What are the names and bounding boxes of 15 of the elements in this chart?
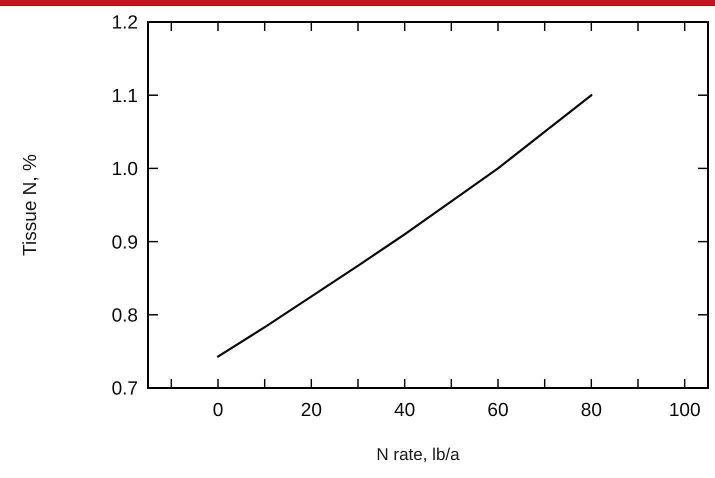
x-axis-title: N rate, lb/a bbox=[376, 445, 460, 464]
y-tick-label: 1.2 bbox=[112, 12, 138, 34]
x-tick-label: 40 bbox=[394, 400, 416, 421]
x-tick-label: 100 bbox=[668, 400, 701, 421]
y-tick-label: 0.8 bbox=[112, 305, 138, 326]
y-tick-label: 0.7 bbox=[112, 378, 138, 400]
y-axis-title: Tissue N, % bbox=[20, 154, 41, 256]
y-tick-label: 1.1 bbox=[112, 86, 138, 107]
x-tick-label: 0 bbox=[212, 400, 224, 421]
y-tick-label: 1.0 bbox=[112, 159, 138, 180]
x-tick-label: 80 bbox=[580, 400, 602, 421]
x-tick-label: 60 bbox=[487, 400, 509, 421]
y-tick-label: 0.9 bbox=[112, 232, 138, 254]
line-series bbox=[216, 94, 592, 358]
x-tick-label: 20 bbox=[300, 400, 322, 421]
